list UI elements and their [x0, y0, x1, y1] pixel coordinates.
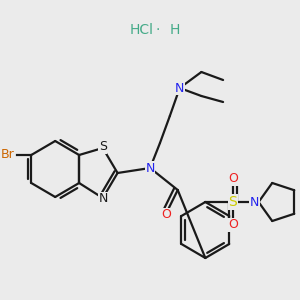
- Text: S: S: [99, 140, 107, 154]
- Text: O: O: [161, 208, 171, 221]
- Text: N: N: [99, 193, 108, 206]
- Text: HCl: HCl: [130, 23, 154, 37]
- Text: S: S: [229, 195, 237, 209]
- Text: O: O: [228, 218, 238, 232]
- Text: H: H: [170, 23, 180, 37]
- Text: N: N: [146, 161, 155, 175]
- Text: O: O: [228, 172, 238, 185]
- Text: N: N: [175, 82, 184, 94]
- Text: N: N: [250, 196, 259, 208]
- Text: Br: Br: [1, 148, 14, 161]
- Text: ·: ·: [156, 23, 160, 37]
